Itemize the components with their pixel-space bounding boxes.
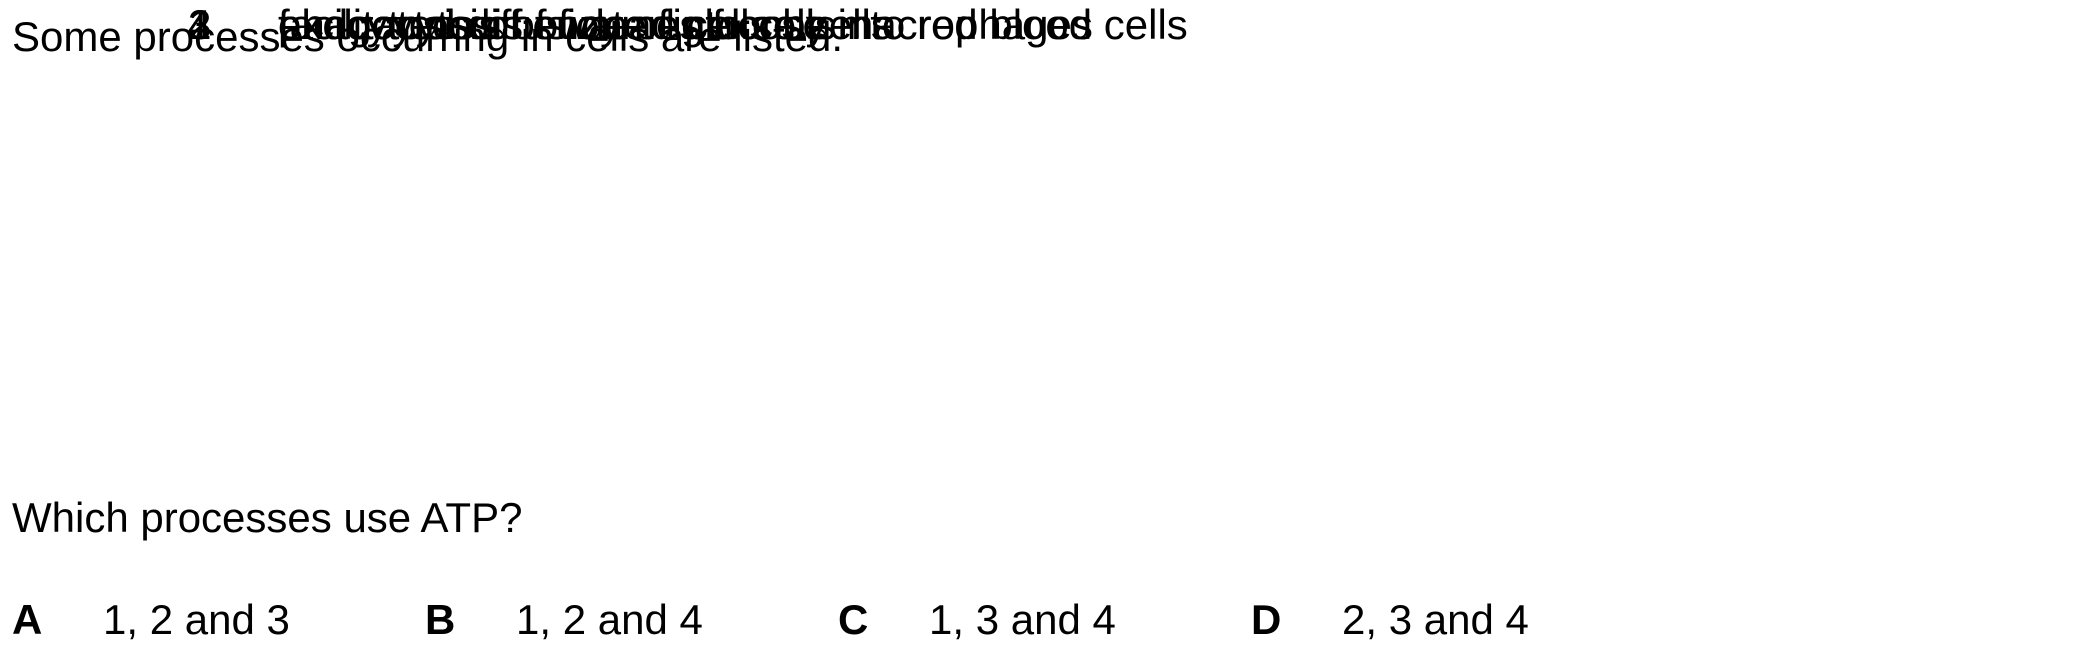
option-letter: D [1251,596,1282,643]
option-text: 1, 2 and 4 [516,596,703,643]
process-number: 3 [188,1,212,48]
option-text: 1, 2 and 3 [103,596,290,643]
process-text: endocytosis of water into cells [278,1,836,48]
process-number: 4 [188,1,212,48]
process-text: exocytosis of enzymes from cells [278,1,892,48]
process-number: 1 [188,1,212,48]
question-intro: Some processes occurring in cells are li… [12,13,844,60]
option-text: 1, 3 and 4 [929,596,1116,643]
option-letter: A [12,596,43,643]
process-text: phagocytosis of dead cells by macrophage… [278,1,1093,48]
option-letter: B [425,596,456,643]
process-text: facilitated diffusion of glucose into re… [278,1,1188,48]
option-text: 2, 3 and 4 [1342,596,1529,643]
process-number: 2 [188,1,212,48]
option-letter: C [838,596,869,643]
question-stem: Which processes use ATP? [12,494,523,541]
